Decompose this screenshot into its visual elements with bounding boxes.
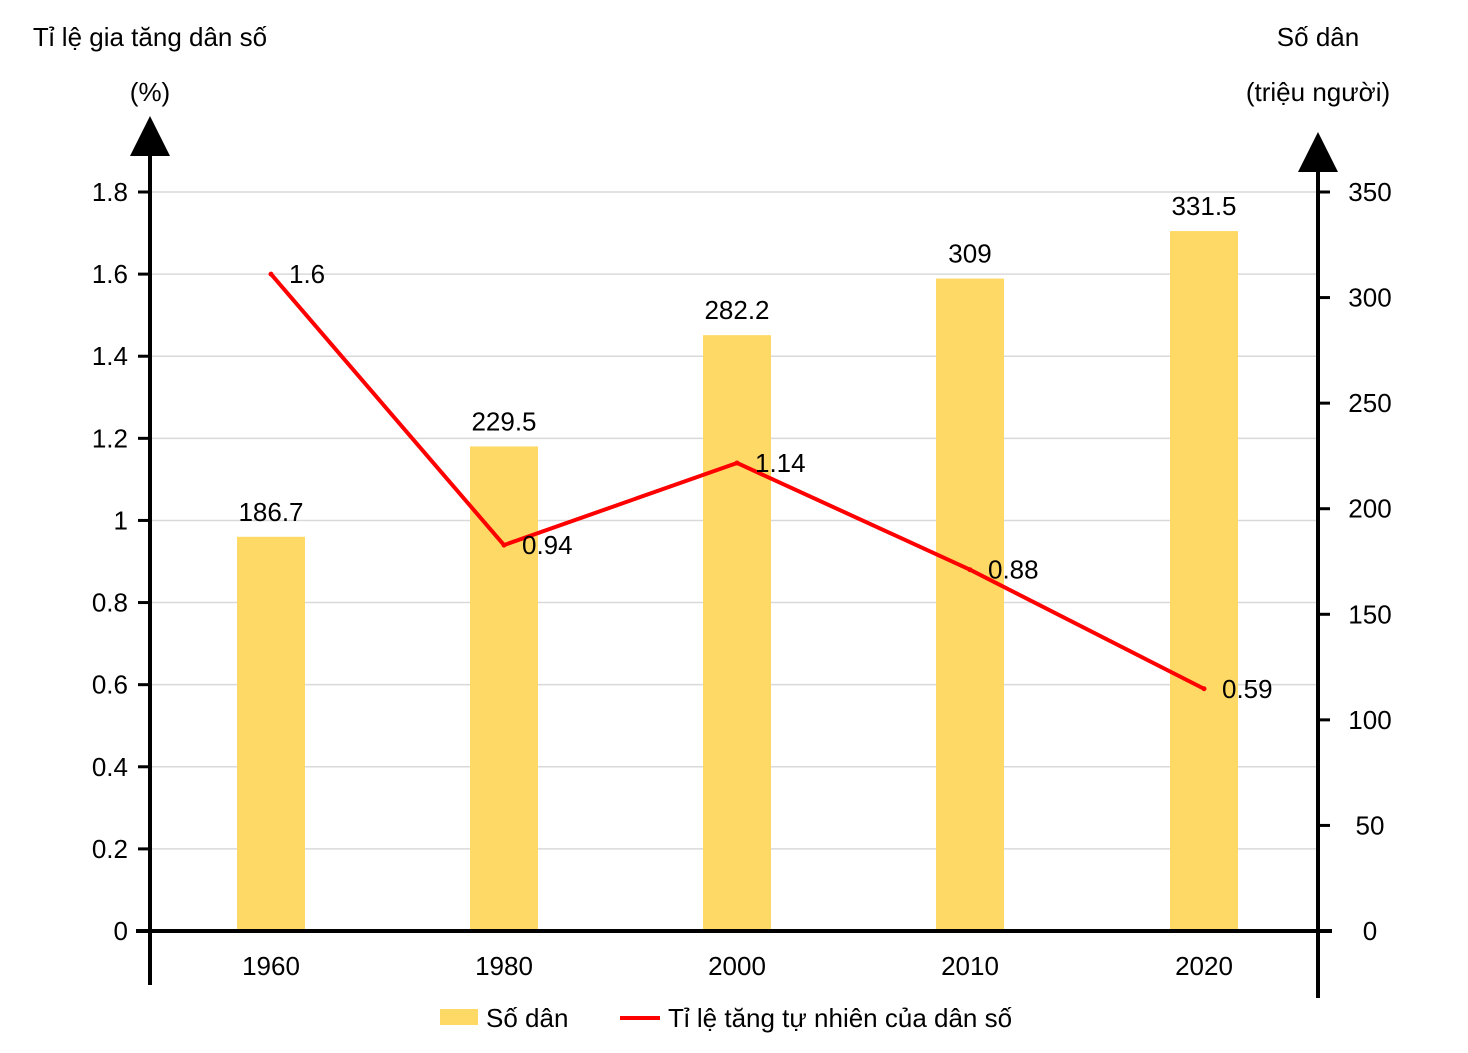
bar-value-label: 309 — [948, 239, 991, 269]
right-tick-label: 50 — [1356, 810, 1385, 840]
bar — [1170, 231, 1238, 932]
line-value-label: 0.88 — [988, 555, 1039, 585]
line-point — [268, 271, 274, 277]
legend-label-ti-le: Tỉ lệ tăng tự nhiên của dân số — [668, 1003, 1012, 1033]
left-tick-label: 0.6 — [92, 670, 128, 700]
line-point — [1201, 686, 1207, 692]
right-axis-title-line1: Số dân — [1277, 22, 1359, 52]
line-point — [967, 567, 973, 573]
bar — [703, 335, 771, 931]
left-tick-label: 0.4 — [92, 752, 128, 782]
bar-value-label: 186.7 — [238, 497, 303, 527]
left-axis-title-line1: Tỉ lệ gia tăng dân số — [33, 22, 267, 52]
bar-value-label: 331.5 — [1171, 191, 1236, 221]
bar-value-label: 229.5 — [471, 406, 536, 436]
tick-labels: 0 0.2 0.4 0.6 0.8 1 1.2 1.4 1.6 1.8 0 50 100 150 200 25… — [92, 177, 1392, 981]
line-value-label: 1.14 — [755, 448, 806, 478]
x-tick-label: 1980 — [475, 951, 533, 981]
line-point — [734, 460, 740, 466]
right-tick-label: 300 — [1348, 283, 1391, 313]
legend-label-so-dan: Số dân — [486, 1003, 568, 1033]
left-tick-label: 1.4 — [92, 341, 128, 371]
left-axis-title-line2: (%) — [130, 77, 170, 107]
left-tick-label: 0.8 — [92, 588, 128, 618]
bar — [470, 446, 538, 931]
line-value-label: 0.59 — [1222, 674, 1273, 704]
x-tick-label: 2000 — [708, 951, 766, 981]
bar — [237, 536, 305, 931]
left-tick-label: 1 — [114, 505, 128, 535]
x-tick-label: 2010 — [941, 951, 999, 981]
line-series-ti-le — [268, 271, 1207, 692]
left-tick-label: 1.6 — [92, 259, 128, 289]
right-tick-label: 250 — [1348, 388, 1391, 418]
axes — [130, 116, 1338, 998]
right-tick-label: 100 — [1348, 705, 1391, 735]
line-point — [501, 542, 507, 548]
right-tick-label: 150 — [1348, 599, 1391, 629]
right-tick-label: 350 — [1348, 177, 1391, 207]
x-tick-label: 2020 — [1175, 951, 1233, 981]
legend-swatch-so-dan — [440, 1009, 478, 1025]
right-tick-label: 200 — [1348, 494, 1391, 524]
bar-value-label: 282.2 — [704, 295, 769, 325]
x-tick-label: 1960 — [242, 951, 300, 981]
bar-series-so-dan — [237, 231, 1238, 932]
left-tick-label: 1.8 — [92, 177, 128, 207]
left-tick-label: 0 — [114, 916, 128, 946]
data-labels: 186.7 229.5 282.2 309 331.5 1.6 0.94 1.14 0.88 0.… — [238, 191, 1272, 704]
line-value-label: 1.6 — [289, 259, 325, 289]
bar — [936, 278, 1004, 931]
left-tick-label: 0.2 — [92, 834, 128, 864]
left-tick-label: 1.2 — [92, 423, 128, 453]
legend: Số dân Tỉ lệ tăng tự nhiên của dân số — [440, 1003, 1012, 1033]
line-value-label: 0.94 — [522, 530, 573, 560]
right-axis-title-line2: (triệu người) — [1246, 77, 1390, 107]
right-tick-label: 0 — [1363, 916, 1377, 946]
